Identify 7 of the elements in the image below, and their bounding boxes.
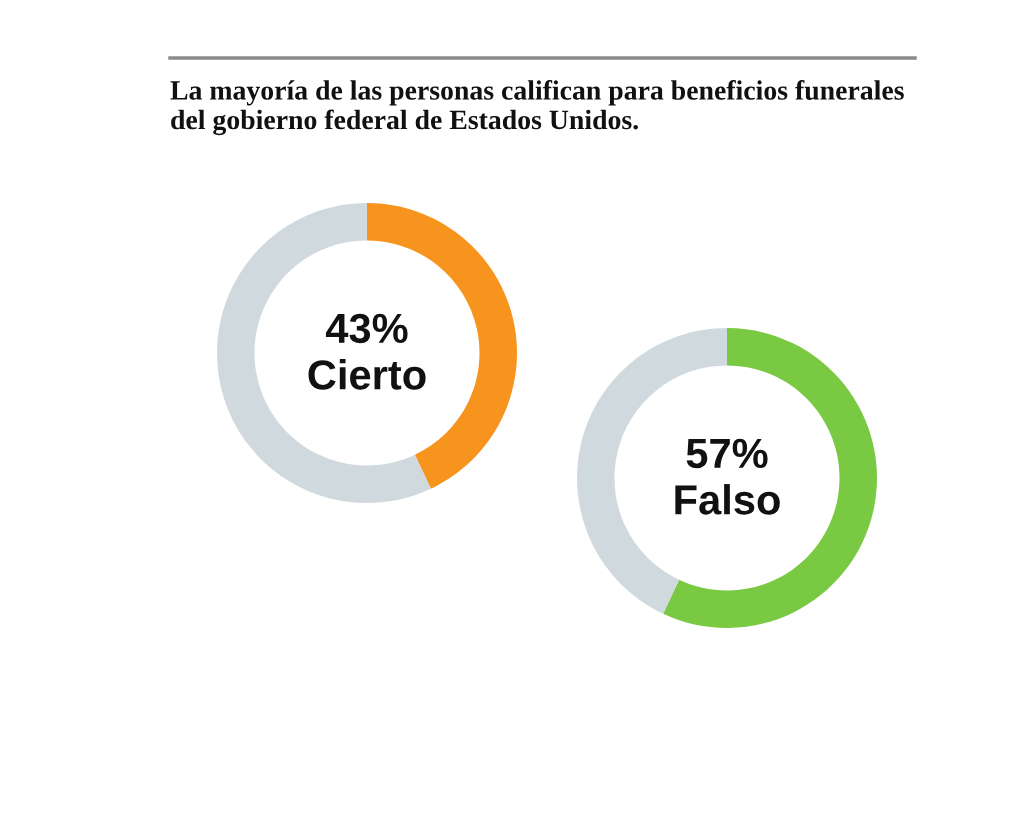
data-label: 57%	[686, 438, 768, 469]
chart-title: La mayoría de las personas califican para beneficios funerales del gobierno federal de Estados Unidos.	[170, 80, 904, 136]
slice-label: Cierto	[308, 359, 426, 390]
donut-slice	[663, 328, 877, 628]
donut-slice	[217, 203, 431, 503]
data-label: 43%	[325, 313, 408, 344]
slice-label: Falso	[675, 484, 780, 515]
